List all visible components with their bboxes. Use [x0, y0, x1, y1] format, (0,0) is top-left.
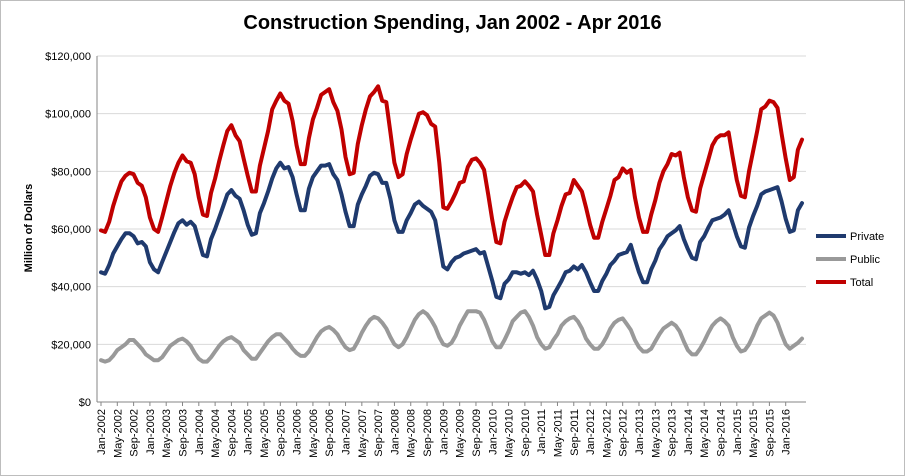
y-tick-label: $0: [79, 397, 91, 409]
x-tick-label: May-2014: [699, 409, 711, 458]
x-tick-label: Sep-2010: [520, 409, 532, 457]
x-tick-label: Sep-2009: [471, 409, 483, 457]
x-tick-label: Sep-2006: [324, 409, 336, 457]
x-tick-label: Jan-2008: [389, 409, 401, 455]
y-axis-ticks: $0 $20,000 $40,000 $60,000 $80,000 $100,000 $1…: [45, 51, 91, 409]
x-tick-label: Jan-2007: [341, 409, 353, 455]
series-line-private: [99, 160, 804, 311]
legend-label-public: Public: [850, 254, 880, 266]
legend-label-private: Private: [850, 231, 884, 243]
series-lines: [99, 84, 804, 364]
x-tick-label: May-2004: [210, 409, 222, 458]
x-axis-ticks: Jan-2002 May-2002 Sep-2002 Jan-2003 May-2003…: [96, 402, 793, 458]
x-tick-label: Sep-2011: [569, 409, 581, 456]
x-tick-label: Jan-2013: [634, 409, 646, 455]
x-tick-label: Jan-2003: [145, 409, 157, 455]
x-tick-label: Sep-2008: [422, 409, 434, 457]
y-tick-label: $100,000: [45, 109, 91, 121]
x-tick-label: Sep-2004: [226, 409, 238, 457]
x-tick-label: May-2015: [748, 409, 760, 458]
x-tick-label: Jan-2006: [292, 409, 304, 455]
x-tick-label: Jan-2009: [438, 409, 450, 455]
chart-title: Construction Spending, Jan 2002 - Apr 20…: [243, 12, 662, 34]
x-tick-label: Sep-2015: [764, 409, 776, 457]
y-axis-title: Million of Dollars: [23, 184, 35, 273]
series-line-public: [99, 309, 804, 364]
y-tick-label: $120,000: [45, 51, 91, 63]
y-tick-label: $80,000: [51, 166, 91, 178]
x-tick-label: Jan-2005: [243, 409, 255, 455]
x-tick-label: Jan-2004: [194, 409, 206, 455]
x-tick-label: May-2009: [455, 409, 467, 458]
x-tick-label: May-2011: [552, 409, 564, 457]
x-tick-label: May-2006: [308, 409, 320, 458]
x-tick-label: May-2008: [406, 409, 418, 458]
legend-label-total: Total: [850, 277, 873, 289]
x-tick-label: May-2007: [357, 409, 369, 458]
x-tick-label: Jan-2016: [781, 409, 793, 455]
x-tick-label: May-2013: [650, 409, 662, 458]
x-tick-label: Sep-2007: [373, 409, 385, 457]
x-tick-label: Jan-2011: [536, 409, 548, 454]
x-tick-label: Sep-2005: [275, 409, 287, 457]
y-tick-label: $20,000: [51, 339, 91, 351]
x-tick-label: May-2002: [112, 409, 124, 458]
legend: Private Public Total: [816, 231, 884, 289]
x-tick-label: Jan-2010: [487, 409, 499, 455]
y-axis-title-group: Million of Dollars: [23, 184, 35, 273]
x-tick-label: May-2012: [601, 409, 613, 458]
y-tick-label: $60,000: [51, 224, 91, 236]
x-tick-label: Jan-2002: [96, 409, 108, 455]
y-tick-label: $40,000: [51, 282, 91, 294]
x-tick-label: May-2010: [504, 409, 516, 458]
x-tick-label: May-2003: [161, 409, 173, 458]
x-tick-label: Sep-2003: [178, 409, 190, 457]
x-tick-label: Jan-2012: [585, 409, 597, 455]
x-tick-label: Sep-2014: [715, 409, 727, 457]
x-tick-label: Sep-2002: [129, 409, 141, 457]
x-tick-label: Sep-2013: [667, 409, 679, 457]
x-tick-label: May-2005: [259, 409, 271, 458]
x-tick-label: Jan-2014: [683, 409, 695, 455]
x-tick-label: Sep-2012: [618, 409, 630, 457]
series-line-total: [99, 84, 804, 257]
x-tick-label: Jan-2015: [732, 409, 744, 455]
